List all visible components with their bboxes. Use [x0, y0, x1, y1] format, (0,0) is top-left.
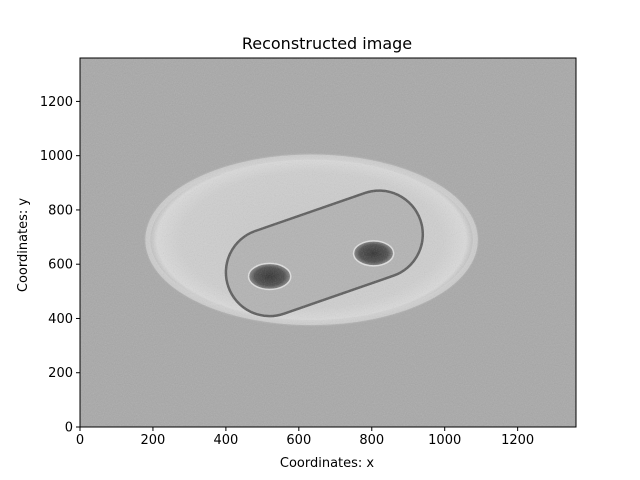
y-tick-label: 1200: [40, 95, 73, 110]
y-axis: 0 200 400 600 800 1000 1200: [40, 95, 80, 436]
plot-frame: [79, 57, 577, 428]
x-tick-label: 1200: [501, 433, 534, 448]
y-tick-label: 800: [48, 203, 73, 218]
x-tick-label: 200: [141, 433, 166, 448]
y-tick-label: 1000: [40, 149, 73, 164]
y-tick-label: 0: [65, 421, 73, 436]
x-axis: 0 200 400 600 800 1000 1200: [76, 427, 534, 448]
x-tick-label: 400: [213, 433, 238, 448]
x-tick-label: 1000: [428, 433, 461, 448]
y-tick-label: 400: [48, 312, 73, 327]
reconstruction-noise-texture: [80, 58, 576, 427]
plot-area: [80, 58, 576, 427]
y-tick-label: 200: [48, 366, 73, 381]
y-axis-label: Coordinates: y: [16, 198, 31, 293]
x-axis-label: Coordinates: x: [280, 456, 375, 471]
chart-title: Reconstructed image: [242, 34, 412, 53]
x-tick-label: 800: [359, 433, 384, 448]
x-tick-label: 0: [76, 433, 84, 448]
x-tick-label: 600: [286, 433, 311, 448]
y-tick-label: 600: [48, 258, 73, 273]
